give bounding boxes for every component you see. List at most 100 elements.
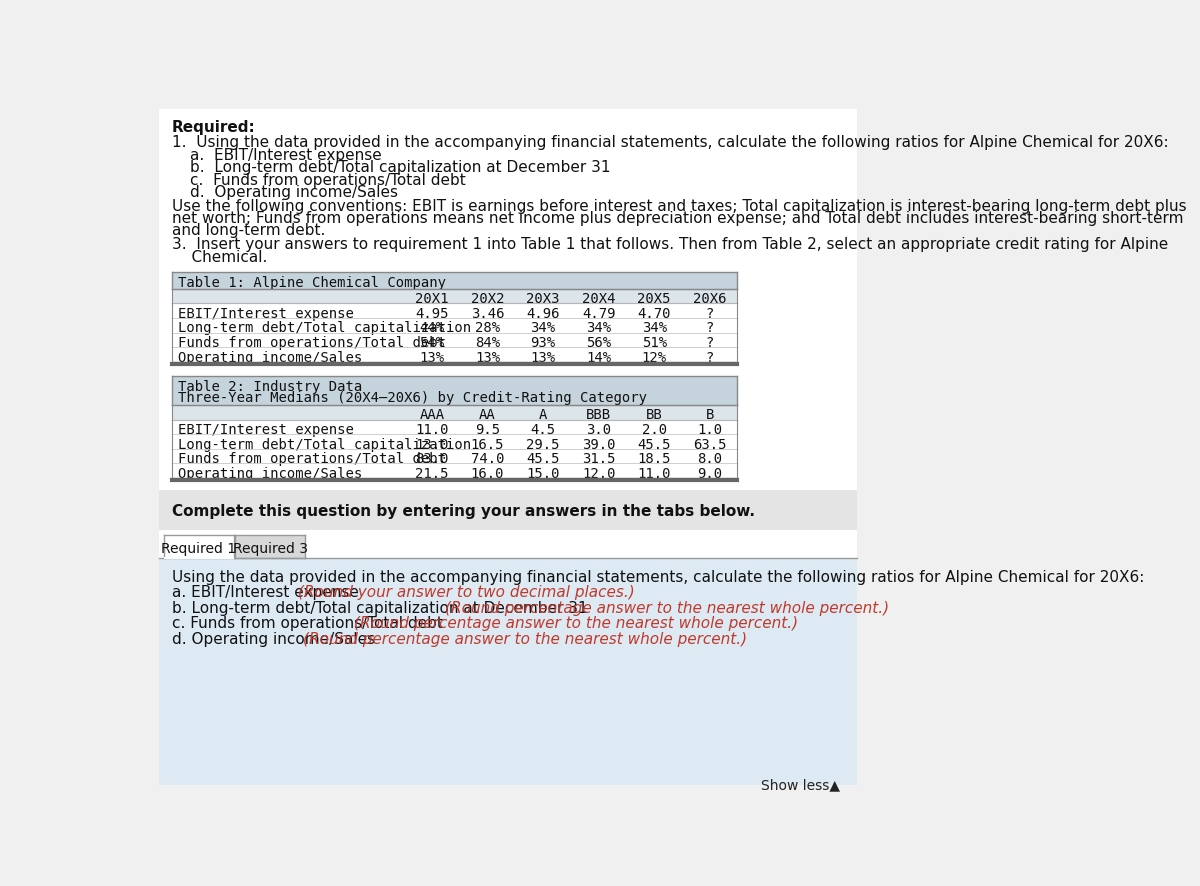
Text: a. EBIT/Interest expense: a. EBIT/Interest expense xyxy=(172,585,364,600)
Text: d. Operating income/Sales: d. Operating income/Sales xyxy=(172,631,379,646)
Text: 13%: 13% xyxy=(530,350,556,364)
Bar xyxy=(164,535,234,558)
Bar xyxy=(172,449,738,464)
Text: 74.0: 74.0 xyxy=(470,452,504,466)
Text: Three-Year Medians (20X4–20X6) by Credit-Rating Category: Three-Year Medians (20X4–20X6) by Credit… xyxy=(178,391,647,405)
Text: 84%: 84% xyxy=(475,336,500,349)
Text: 4.95: 4.95 xyxy=(415,307,449,320)
Text: BBB: BBB xyxy=(586,408,611,422)
Text: 3.0: 3.0 xyxy=(586,423,611,437)
Bar xyxy=(172,464,738,478)
Text: ?: ? xyxy=(706,321,714,335)
Text: Required 3: Required 3 xyxy=(233,541,307,556)
Text: 20X6: 20X6 xyxy=(692,291,726,306)
Text: 3.46: 3.46 xyxy=(470,307,504,320)
Text: 2.0: 2.0 xyxy=(642,423,667,437)
Text: 8.0: 8.0 xyxy=(697,452,722,466)
Text: Table 2: Industry Data: Table 2: Industry Data xyxy=(178,379,362,393)
Text: 4.96: 4.96 xyxy=(527,307,560,320)
Bar xyxy=(164,558,234,559)
Text: ?: ? xyxy=(706,350,714,364)
Text: 9.0: 9.0 xyxy=(697,466,722,480)
Text: 93%: 93% xyxy=(530,336,556,349)
Text: Use the following conventions: EBIT is earnings before interest and taxes; Total: Use the following conventions: EBIT is e… xyxy=(172,198,1187,214)
Text: 14%: 14% xyxy=(586,350,611,364)
Text: (Round percentage answer to the nearest whole percent.): (Round percentage answer to the nearest … xyxy=(444,600,889,615)
Text: 34%: 34% xyxy=(642,321,667,335)
Text: 4.70: 4.70 xyxy=(637,307,671,320)
Text: Table 1: Alpine Chemical Company: Table 1: Alpine Chemical Company xyxy=(178,276,446,290)
Text: (Round percentage answer to the nearest whole percent.): (Round percentage answer to the nearest … xyxy=(304,631,748,646)
Bar xyxy=(172,290,738,304)
Text: (Round percentage answer to the nearest whole percent.): (Round percentage answer to the nearest … xyxy=(354,616,798,631)
Text: Required:: Required: xyxy=(172,120,256,136)
Text: a.  EBIT/Interest expense: a. EBIT/Interest expense xyxy=(191,148,382,163)
Text: 11.0: 11.0 xyxy=(415,423,449,437)
Text: Required 1: Required 1 xyxy=(161,541,236,556)
Text: 16.0: 16.0 xyxy=(470,466,504,480)
Text: 83.0: 83.0 xyxy=(415,452,449,466)
Text: Long-term debt/Total capitalization: Long-term debt/Total capitalization xyxy=(178,437,472,451)
Text: 45.5: 45.5 xyxy=(527,452,560,466)
Text: and long-term debt.: and long-term debt. xyxy=(172,223,325,238)
Bar xyxy=(172,377,738,406)
Text: 13%: 13% xyxy=(475,350,500,364)
Text: 18.5: 18.5 xyxy=(637,452,671,466)
Text: 15.0: 15.0 xyxy=(527,466,560,480)
Text: Operating income/Sales: Operating income/Sales xyxy=(178,466,362,480)
Text: Funds from operations/Total debt: Funds from operations/Total debt xyxy=(178,336,446,349)
Bar xyxy=(160,491,857,531)
Text: 29.5: 29.5 xyxy=(527,437,560,451)
Bar xyxy=(172,406,738,420)
Text: 4.5: 4.5 xyxy=(530,423,556,437)
Text: 20X5: 20X5 xyxy=(637,291,671,306)
Text: 9.5: 9.5 xyxy=(475,423,500,437)
Text: 39.0: 39.0 xyxy=(582,437,616,451)
Text: Chemical.: Chemical. xyxy=(172,249,268,264)
Bar xyxy=(160,110,857,785)
Bar xyxy=(172,273,738,290)
Text: Using the data provided in the accompanying financial statements, calculate the : Using the data provided in the accompany… xyxy=(172,570,1144,585)
Text: net worth; Funds from operations means net income plus depreciation expense; and: net worth; Funds from operations means n… xyxy=(172,211,1183,226)
Text: 13.0: 13.0 xyxy=(415,437,449,451)
Text: ?: ? xyxy=(706,307,714,320)
Text: 56%: 56% xyxy=(586,336,611,349)
Bar xyxy=(235,535,305,558)
Text: 54%: 54% xyxy=(420,336,444,349)
Bar xyxy=(172,435,738,449)
Text: 3.  Insert your answers to requirement 1 into Table 1 that follows. Then from Ta: 3. Insert your answers to requirement 1 … xyxy=(172,237,1168,252)
Bar xyxy=(172,420,738,435)
Text: 34%: 34% xyxy=(586,321,611,335)
Text: c.  Funds from operations/Total debt: c. Funds from operations/Total debt xyxy=(191,173,466,188)
Text: d.  Operating income/Sales: d. Operating income/Sales xyxy=(191,185,398,199)
Text: 20X4: 20X4 xyxy=(582,291,616,306)
Bar xyxy=(172,348,738,362)
Text: AAA: AAA xyxy=(420,408,444,422)
Text: Show less▲: Show less▲ xyxy=(761,778,840,792)
Text: ?: ? xyxy=(706,336,714,349)
Text: (Round your answer to two decimal places.): (Round your answer to two decimal places… xyxy=(298,585,635,600)
Text: 20X1: 20X1 xyxy=(415,291,449,306)
Text: 34%: 34% xyxy=(530,321,556,335)
Text: Complete this question by entering your answers in the tabs below.: Complete this question by entering your … xyxy=(172,503,755,518)
Text: 51%: 51% xyxy=(642,336,667,349)
Bar xyxy=(172,319,738,333)
Text: EBIT/Interest expense: EBIT/Interest expense xyxy=(178,307,354,320)
Text: 16.5: 16.5 xyxy=(470,437,504,451)
Text: b.  Long-term debt/Total capitalization at December 31: b. Long-term debt/Total capitalization a… xyxy=(191,160,611,175)
Text: 28%: 28% xyxy=(475,321,500,335)
Text: b. Long-term debt/Total capitalization at December 31: b. Long-term debt/Total capitalization a… xyxy=(172,600,593,615)
Bar xyxy=(160,558,857,785)
Bar xyxy=(172,333,738,348)
Text: 44%: 44% xyxy=(420,321,444,335)
Text: 21.5: 21.5 xyxy=(415,466,449,480)
Text: A: A xyxy=(539,408,547,422)
Text: 45.5: 45.5 xyxy=(637,437,671,451)
Text: 31.5: 31.5 xyxy=(582,452,616,466)
Text: Funds from operations/Total debt: Funds from operations/Total debt xyxy=(178,452,446,466)
Text: c. Funds from operations/Total debt: c. Funds from operations/Total debt xyxy=(172,616,448,631)
Text: 20X3: 20X3 xyxy=(527,291,560,306)
Text: 1.0: 1.0 xyxy=(697,423,722,437)
Text: B: B xyxy=(706,408,714,422)
Text: Long-term debt/Total capitalization: Long-term debt/Total capitalization xyxy=(178,321,472,335)
